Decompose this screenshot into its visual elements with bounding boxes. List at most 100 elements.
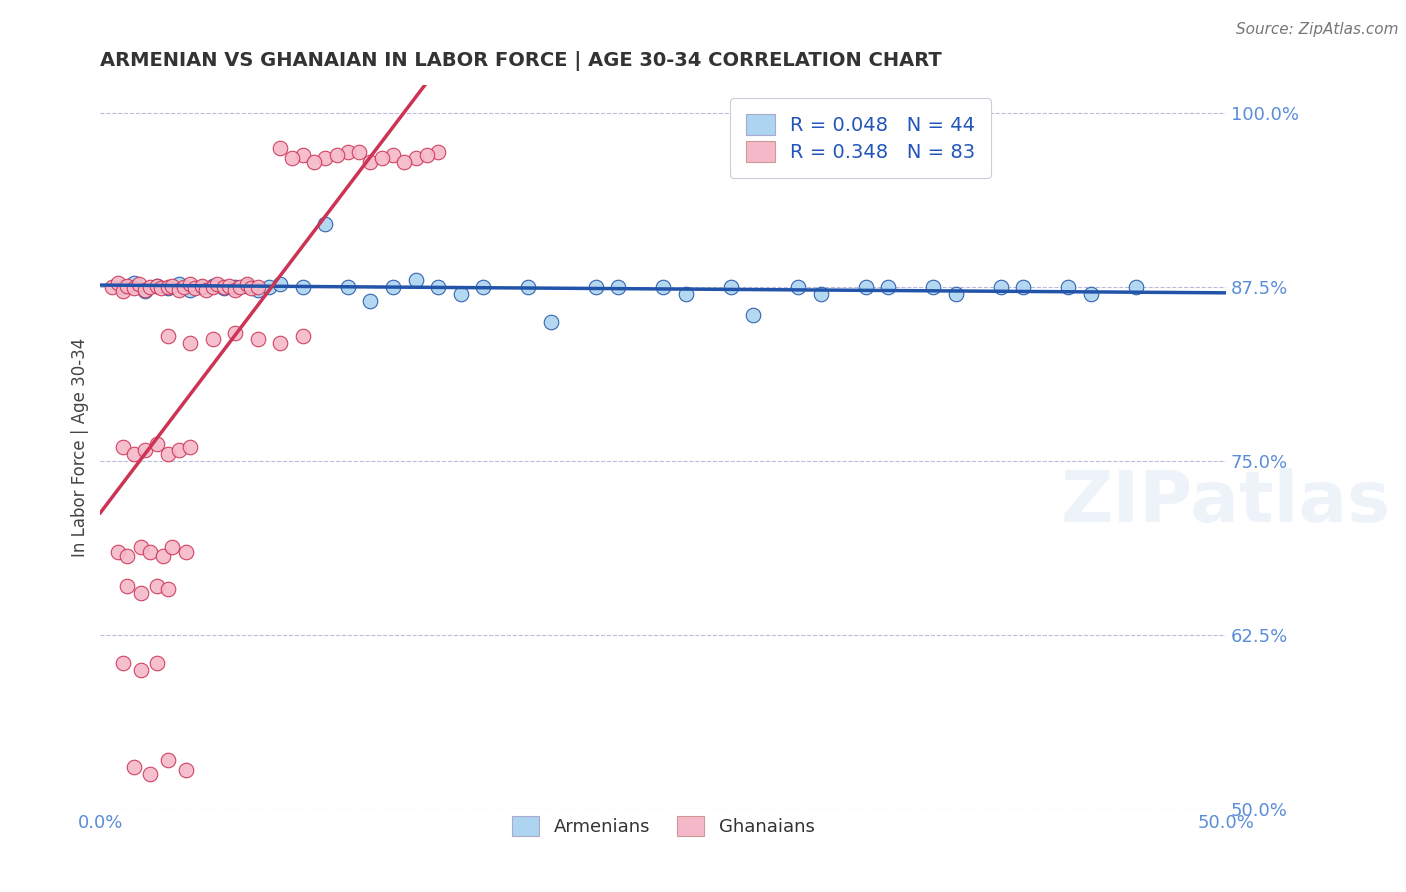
Point [922,280,945,294]
Point [156,280,179,294]
Point [224,280,246,294]
Point [145,437,167,451]
Point [257,280,280,294]
Point [145,278,167,293]
Point [877,280,900,294]
Point [742,308,765,322]
Point [246,332,269,346]
Point [107,276,129,290]
Point [675,287,697,301]
Point [117,549,139,563]
Point [280,151,302,165]
Point [156,328,179,343]
Point [122,281,145,295]
Point [190,280,212,294]
Point [162,278,184,293]
Point [1057,280,1080,294]
Point [325,147,347,161]
Point [212,281,235,295]
Point [122,447,145,461]
Point [1080,287,1102,301]
Point [394,154,416,169]
Point [269,335,291,350]
Point [117,579,139,593]
Point [450,287,472,301]
Point [585,280,607,294]
Point [540,315,562,329]
Point [360,154,382,169]
Point [167,277,190,292]
Point [336,145,359,159]
Point [291,280,314,294]
Point [134,283,156,297]
Point [179,283,201,297]
Point [195,283,218,297]
Point [218,278,240,293]
Point [162,541,184,555]
Point [472,280,495,294]
Point [405,273,427,287]
Point [100,280,122,294]
Point [207,277,229,292]
Point [156,281,179,295]
Point [427,145,450,159]
Point [607,280,630,294]
Point [152,549,174,563]
Point [945,287,967,301]
Point [291,147,314,161]
Point [167,442,190,457]
Point [201,280,224,294]
Point [427,280,450,294]
Point [145,579,167,593]
Point [174,763,197,777]
Point [156,447,179,461]
Point [122,276,145,290]
Point [652,280,675,294]
Point [179,277,201,292]
Point [1125,280,1147,294]
Point [302,154,325,169]
Point [314,151,336,165]
Point [235,277,257,292]
Text: Source: ZipAtlas.com: Source: ZipAtlas.com [1236,22,1399,37]
Point [111,280,134,294]
Text: ARMENIAN VS GHANAIAN IN LABOR FORCE | AGE 30-34 CORRELATION CHART: ARMENIAN VS GHANAIAN IN LABOR FORCE | AG… [100,51,942,70]
Point [269,277,291,292]
Point [1012,280,1035,294]
Point [111,284,134,298]
Point [517,280,540,294]
Text: ZIPatlas: ZIPatlas [1062,468,1391,537]
Point [117,278,139,293]
Point [246,283,269,297]
Point [201,278,224,293]
Point [291,328,314,343]
Point [173,280,195,294]
Point [190,278,212,293]
Point [201,332,224,346]
Y-axis label: In Labor Force | Age 30-34: In Labor Force | Age 30-34 [72,337,89,557]
Point [167,283,190,297]
Point [229,280,252,294]
Point [990,280,1012,294]
Point [416,147,439,161]
Point [224,326,246,340]
Point [134,442,156,457]
Point [382,280,405,294]
Point [179,335,201,350]
Point [184,281,207,295]
Point [174,544,197,558]
Point [810,287,832,301]
Point [122,760,145,774]
Point [212,280,235,294]
Point [240,281,263,295]
Point [246,280,269,294]
Point [720,280,742,294]
Point [336,280,359,294]
Point [382,147,405,161]
Point [111,440,134,454]
Point [107,544,129,558]
Legend: Armenians, Ghanaians: Armenians, Ghanaians [505,809,821,844]
Point [139,767,162,781]
Point [129,541,152,555]
Point [111,656,134,670]
